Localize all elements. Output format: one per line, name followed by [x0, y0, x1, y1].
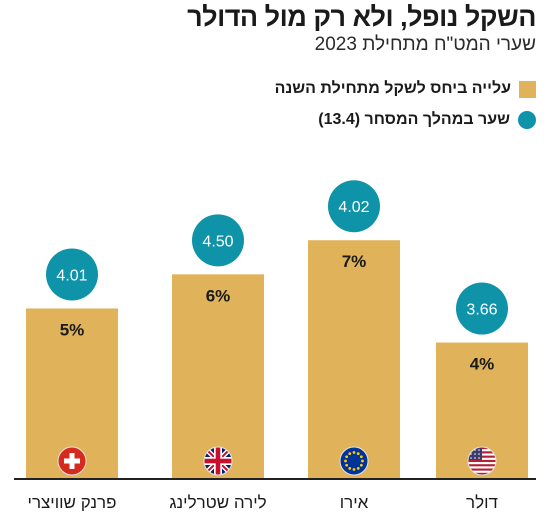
legend-circle-swatch: [518, 111, 536, 129]
legend-square-swatch: [519, 80, 536, 98]
category-label: דולר: [466, 493, 498, 512]
rate-circle: [328, 180, 380, 233]
bar-1: [172, 274, 264, 479]
rate-value-label: 4.01: [56, 267, 87, 284]
legend-item-increase: עלייה ביחס לשקל מתחילת השנה: [275, 80, 536, 98]
bar-value-label: 5%: [60, 320, 85, 339]
swiss-flag-icon: [57, 446, 87, 476]
category-label: לירה שטרלינג: [169, 493, 266, 512]
rate-value-label: 3.66: [466, 302, 497, 319]
rate-value-label: 4.50: [202, 233, 233, 250]
rate-value-label: 4.02: [338, 199, 369, 216]
eu-flag-icon: [339, 446, 369, 476]
rate-circle: [192, 214, 244, 267]
legend-item-rate: שער במהלך המסחר (13.4): [318, 111, 536, 129]
bar-value-label: 6%: [206, 286, 231, 305]
category-label: פרנק שוויצרי: [28, 493, 117, 512]
rate-circle: [456, 282, 508, 335]
legend-label-rate: שער במהלך המסחר (13.4): [318, 111, 510, 128]
bar-value-label: 7%: [342, 252, 367, 271]
bar-value-label: 4%: [470, 355, 495, 374]
bar-2: [308, 240, 400, 479]
us-flag-icon: [467, 446, 497, 476]
rate-circle: [46, 248, 98, 301]
category-label: אירו: [340, 493, 369, 512]
legend-label-increase: עלייה ביחס לשקל מתחילת השנה: [274, 80, 511, 97]
chart-subtitle: שערי המט"ח מתחילת 2023: [314, 34, 536, 55]
uk-flag-icon: [203, 446, 233, 476]
chart-title: השקל נופל, ולא רק מול הדולר: [187, 2, 536, 32]
